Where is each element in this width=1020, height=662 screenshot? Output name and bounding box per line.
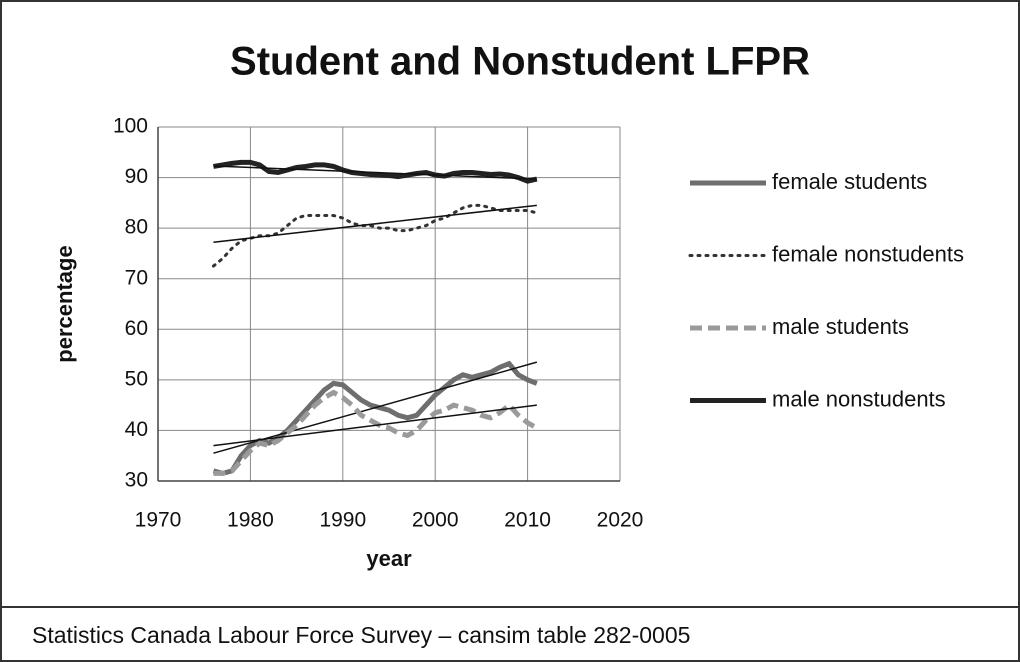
- trend-line: [213, 361, 538, 454]
- x-tick-label: 1990: [319, 509, 366, 532]
- y-tick-label: 100: [113, 115, 148, 138]
- y-tick-label: 90: [125, 165, 148, 188]
- series-line: [211, 203, 539, 268]
- trend-line: [213, 204, 537, 244]
- series-line: [213, 389, 539, 476]
- chart-title: Student and Nonstudent LFPR: [230, 40, 810, 84]
- y-tick-label: 50: [125, 367, 148, 390]
- legend-label: female students: [772, 169, 927, 194]
- trend-line: [213, 404, 537, 447]
- y-tick-label: 70: [125, 266, 148, 289]
- trend-line: [213, 165, 537, 180]
- y-tick-label: 60: [125, 317, 148, 340]
- legend-label: male nonstudents: [772, 386, 946, 411]
- x-tick-label: 1970: [135, 509, 182, 532]
- footnote: Statistics Canada Labour Force Survey – …: [32, 622, 690, 648]
- y-axis-label: percentage: [52, 245, 77, 362]
- series-line: [213, 159, 538, 184]
- x-tick-label: 2010: [504, 509, 551, 532]
- x-tick-label: 2000: [412, 509, 459, 532]
- x-axis-label: year: [366, 546, 412, 571]
- legend-label: male students: [772, 314, 909, 339]
- legend-label: female nonstudents: [772, 241, 964, 266]
- y-tick-label: 80: [125, 216, 148, 239]
- x-tick-label: 1980: [227, 509, 274, 532]
- y-tick-label: 40: [125, 418, 148, 441]
- y-tick-label: 30: [125, 469, 148, 492]
- x-tick-label: 2020: [597, 509, 644, 532]
